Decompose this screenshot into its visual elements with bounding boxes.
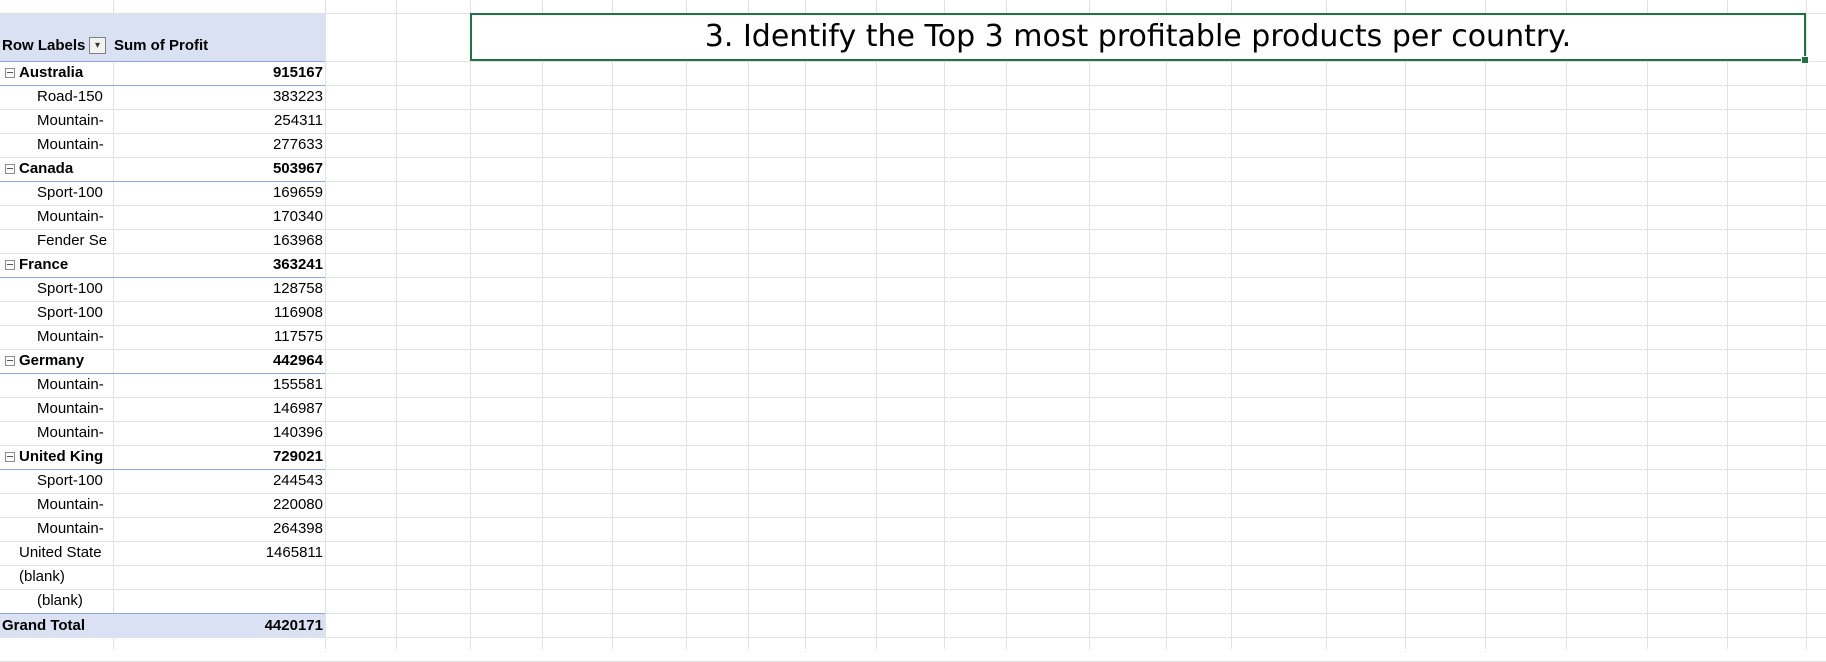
pivot-product-row[interactable]: Fender Se 163968 [0, 229, 325, 253]
row-label: Mountain- [37, 400, 104, 417]
row-label: Sport-100 [37, 184, 103, 201]
row-label: France [19, 256, 69, 273]
row-label: United State [19, 544, 102, 561]
pivot-product-row[interactable]: Sport-100 169659 [0, 181, 325, 205]
row-label: Mountain- [37, 424, 104, 441]
pivot-header-band [0, 14, 325, 62]
profit-value: 729021 [272, 448, 323, 465]
row-label: Sport-100 [37, 280, 103, 297]
row-label: Mountain- [37, 328, 104, 345]
pivot-product-row[interactable]: Mountain- 264398 [0, 517, 325, 541]
pivot-country-row[interactable]: United King 729021 [0, 445, 325, 470]
profit-value: 277633 [272, 136, 323, 153]
row-label: Mountain- [37, 376, 104, 393]
collapse-minus-icon[interactable] [5, 68, 15, 78]
profit-value: 264398 [272, 520, 323, 537]
row-label: Fender Se [37, 232, 108, 249]
pivot-product-row[interactable]: Mountain- 140396 [0, 421, 325, 445]
profit-value: 244543 [272, 472, 323, 489]
pivot-product-row[interactable]: Sport-100 244543 [0, 469, 325, 493]
profit-value: 140396 [272, 424, 323, 441]
row-label: (blank) [37, 592, 83, 609]
pivot-product-row[interactable]: Sport-100 116908 [0, 301, 325, 325]
pivot-product-row[interactable]: Mountain- 146987 [0, 397, 325, 421]
pivot-product-row[interactable]: Mountain- 117575 [0, 325, 325, 349]
row-label: Road-150 [37, 88, 103, 105]
profit-value: 170340 [272, 208, 323, 225]
row-label: Mountain- [37, 520, 104, 537]
collapse-minus-icon[interactable] [5, 356, 15, 366]
pivot-product-row[interactable]: Sport-100 128758 [0, 277, 325, 301]
profit-value: 155581 [272, 376, 323, 393]
sum-of-profit-header[interactable]: Sum of Profit [114, 37, 209, 54]
profit-value: 128758 [272, 280, 323, 297]
row-label: Mountain- [37, 112, 104, 129]
fill-handle[interactable] [1801, 56, 1809, 64]
profit-value: 163968 [272, 232, 323, 249]
row-label: Canada [19, 160, 74, 177]
profit-value: 169659 [272, 184, 323, 201]
pivot-product-row[interactable]: Mountain- 277633 [0, 133, 325, 157]
row-label: Germany [19, 352, 85, 369]
pivot-product-row[interactable]: Mountain- 170340 [0, 205, 325, 229]
profit-value: 146987 [272, 400, 323, 417]
grand-total-value: 4420171 [264, 617, 323, 634]
profit-value: 1465811 [265, 544, 323, 561]
row-label: Sport-100 [37, 304, 103, 321]
collapse-minus-icon[interactable] [5, 452, 15, 462]
task-title-cell[interactable]: 3. Identify the Top 3 most profitable pr… [470, 13, 1809, 64]
pivot-product-row[interactable]: Mountain- 254311 [0, 109, 325, 133]
pivot-product-row[interactable]: Mountain- 220080 [0, 493, 325, 517]
profit-value: 915167 [272, 64, 323, 81]
row-labels-header[interactable]: Row Labels [2, 37, 86, 54]
profit-value: 363241 [272, 256, 323, 273]
profit-value: 220080 [272, 496, 323, 513]
collapse-minus-icon[interactable] [5, 164, 15, 174]
profit-value: 116908 [274, 304, 323, 321]
filter-dropdown-icon[interactable]: ▾ [89, 37, 106, 54]
pivot-country-row[interactable]: France 363241 [0, 253, 325, 278]
pivot-product-row[interactable]: United State 1465811 [0, 541, 325, 565]
task-title-text: 3. Identify the Top 3 most profitable pr… [704, 19, 1572, 54]
grand-total-row[interactable]: Grand Total 4420171 [0, 613, 325, 638]
profit-value: 503967 [272, 160, 323, 177]
pivot-country-row[interactable]: Australia 915167 [0, 61, 325, 86]
profit-value: 383223 [272, 88, 323, 105]
pivot-product-row[interactable]: (blank) [0, 589, 325, 613]
collapse-minus-icon[interactable] [5, 260, 15, 270]
pivot-product-row[interactable]: Mountain- 155581 [0, 373, 325, 397]
pivot-product-row[interactable]: (blank) [0, 565, 325, 589]
row-label: Mountain- [37, 496, 104, 513]
row-label: Sport-100 [37, 472, 103, 489]
row-label: Mountain- [37, 136, 104, 153]
profit-value: 117575 [274, 328, 323, 345]
row-label: (blank) [19, 568, 65, 585]
pivot-product-row[interactable]: Road-150 383223 [0, 85, 325, 109]
row-label: Australia [19, 64, 84, 81]
row-label: Mountain- [37, 208, 104, 225]
profit-value: 442964 [272, 352, 323, 369]
pivot-country-row[interactable]: Canada 503967 [0, 157, 325, 182]
pivot-header-row: Row Labels ▾ Sum of Profit [0, 35, 325, 59]
profit-value: 254311 [274, 112, 323, 129]
pivot-country-row[interactable]: Germany 442964 [0, 349, 325, 374]
grand-total-label: Grand Total [2, 617, 86, 634]
row-label: United King [19, 448, 104, 465]
